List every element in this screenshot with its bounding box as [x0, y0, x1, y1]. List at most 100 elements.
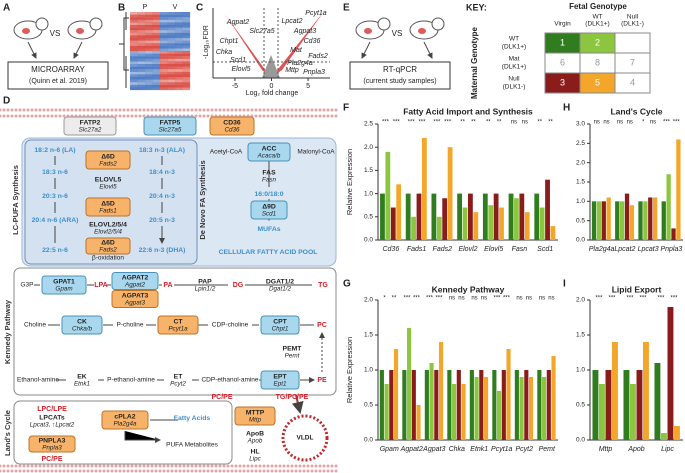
bar [380, 193, 385, 240]
bar [598, 384, 605, 440]
heatmap-cell [145, 43, 153, 46]
significance: ** [497, 120, 502, 126]
key-cell-number: 7 [630, 57, 635, 67]
heatmap-cell [160, 51, 168, 54]
heatmap-cell [145, 27, 153, 31]
significance: ns [481, 296, 487, 302]
heatmap-cell [167, 87, 176, 91]
significance: *** [433, 120, 441, 126]
heatmap-cell [152, 84, 161, 88]
bar [539, 207, 545, 240]
gene: Lipc [249, 456, 261, 463]
key-cell-number: 5 [595, 77, 600, 87]
heatmap-cell [175, 17, 183, 20]
bar [629, 205, 635, 240]
heatmap-cell [160, 43, 168, 46]
fatty-acid: Fatty Acids [174, 415, 211, 422]
protein: CT [173, 318, 183, 325]
fatty-acid: 18:4 n-3 [149, 169, 175, 176]
heatmap-cell [130, 84, 138, 88]
bar [643, 201, 648, 240]
y-tick-label: 1.0 [364, 367, 373, 374]
heatmap-cell [130, 58, 138, 62]
enzyme-box [85, 237, 131, 255]
x-tick-label: Agpat2 [400, 446, 423, 453]
gene: Apob [247, 438, 263, 445]
significance: ns [511, 120, 517, 126]
heatmap-cell [167, 25, 176, 28]
gene: Gpam [55, 286, 72, 293]
heatmap-cell [152, 17, 161, 20]
gene-label: Cd36 [304, 38, 321, 45]
heatmap-cell [182, 48, 191, 52]
bar [638, 201, 643, 240]
heatmap-cell [145, 79, 153, 83]
heatmap-cell [152, 69, 161, 72]
heatmap-cell [137, 32, 146, 36]
heatmap-cell [152, 32, 161, 36]
heatmap-cell [175, 27, 183, 31]
protein: ApoB [246, 430, 264, 437]
key-row: (DLK1+) [502, 44, 526, 51]
heatmap-cell [167, 19, 176, 23]
enzyme-box [234, 406, 276, 426]
metabolite: Malonyl-CoA [297, 149, 335, 156]
heatmap-cell [145, 12, 153, 15]
heatmap-cell [137, 30, 146, 33]
significance: ns [548, 296, 554, 302]
heatmap-cell [130, 56, 138, 59]
y-tick-label: 0.0 [364, 237, 373, 244]
gene: Cd36 [224, 127, 240, 134]
x-tick-label: Fads2 [433, 246, 453, 253]
protein: PAP [198, 278, 212, 285]
y-tick-label: 2.5 [576, 140, 585, 147]
volcano-cloud [262, 55, 280, 78]
y-tick-label: 1.5 [576, 332, 585, 339]
gene-label: Chpt1 [220, 38, 239, 45]
heatmap-cell [160, 69, 168, 72]
arrow [423, 41, 433, 59]
x-tick-label: 0 [270, 83, 274, 90]
heatmap-cell [137, 22, 146, 26]
mouse-head [35, 17, 49, 31]
heatmap-cell [160, 74, 168, 78]
bar [605, 370, 612, 440]
heatmap-cell [152, 53, 161, 57]
enzyme-box [111, 290, 159, 308]
bar [461, 384, 466, 440]
gene: Etnk1 [74, 381, 90, 388]
heatmap-cell [130, 19, 138, 23]
key-column: WT [592, 14, 602, 21]
heatmap-column: V [173, 4, 178, 11]
heatmap-cell [137, 84, 146, 88]
heatmap-cell [182, 14, 191, 18]
heatmap-cell [160, 64, 168, 67]
enzyme-box [63, 116, 117, 136]
significance: ** [460, 120, 465, 126]
heatmap-cell [175, 25, 183, 28]
y-tick-label: 0.5 [364, 214, 373, 221]
heatmap-cell [175, 43, 183, 46]
bar [473, 212, 479, 240]
heatmap-cell [145, 77, 153, 80]
heatmap-cell [182, 66, 191, 70]
y-tick-label: 1.0 [576, 367, 585, 374]
vs-label: VS [50, 29, 61, 38]
gene: Scd1 [262, 211, 276, 218]
key-heading: Fetal Genotype [569, 2, 627, 11]
arrow [361, 41, 371, 59]
heatmap-cell [130, 35, 138, 39]
significance: ns [522, 120, 528, 126]
protein: CD36 [223, 119, 241, 126]
gene: Slc27a5 [159, 127, 182, 134]
heatmap-cell [167, 32, 176, 36]
heatmap-cell [130, 40, 138, 44]
heatmap-cell [175, 69, 183, 72]
enzyme-box [61, 315, 103, 335]
panel-label: B [118, 3, 125, 14]
x-tick-label: Cd36 [382, 246, 399, 253]
fatty-acid: 20:4 n-6 (ARA) [32, 217, 79, 224]
dendrogram [119, 12, 129, 88]
heatmap-cell [182, 84, 191, 88]
bar [660, 433, 667, 440]
